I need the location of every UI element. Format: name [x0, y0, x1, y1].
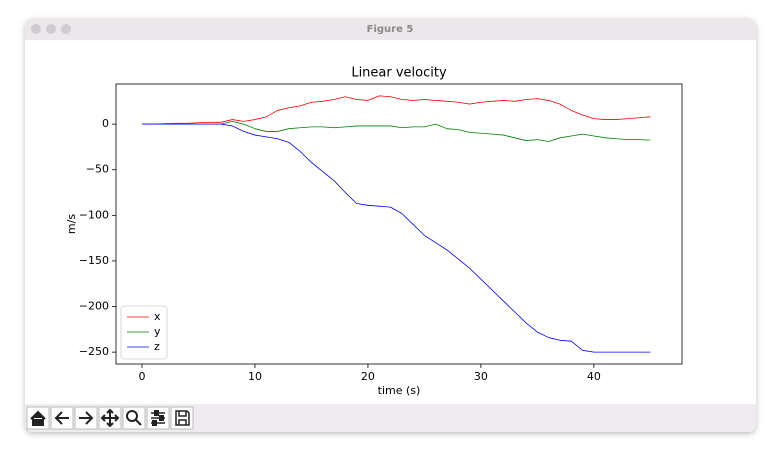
x-tick-label: 30: [474, 370, 488, 383]
line-series: [141, 95, 651, 125]
back-button[interactable]: [50, 406, 74, 430]
toolbar-buttons: [26, 406, 194, 430]
forward-button[interactable]: [74, 406, 98, 430]
title-bar: [25, 18, 756, 40]
y-tick-label: −150: [79, 254, 109, 267]
y-tick-label: −50: [86, 163, 109, 176]
home-button[interactable]: [26, 406, 50, 430]
line-series: [141, 123, 651, 353]
y-tick-label: −100: [79, 208, 109, 221]
plot-area: [116, 84, 682, 364]
y-tick-label: −250: [79, 345, 109, 358]
y-tick-label: 0: [102, 117, 109, 130]
toolbar: [25, 404, 756, 432]
x-tick-label: 0: [138, 370, 145, 383]
legend-label: y: [154, 325, 161, 338]
legend-box: [120, 305, 168, 360]
save-button[interactable]: [170, 406, 194, 430]
x-tick-label: 40: [587, 370, 601, 383]
close-button[interactable]: [31, 24, 41, 34]
zoom-tool-button[interactable]: [122, 406, 146, 430]
zoom-button[interactable]: [61, 24, 71, 34]
window-title: Figure 5: [367, 24, 414, 35]
y-tick-label: −200: [79, 300, 109, 313]
line-series: [141, 120, 651, 142]
x-axis-label: time (s): [378, 384, 421, 397]
configure-button[interactable]: [146, 406, 170, 430]
x-tick-label: 10: [248, 370, 262, 383]
y-axis-label: m/s: [65, 214, 78, 234]
legend-label: z: [154, 340, 160, 353]
pan-button[interactable]: [98, 406, 122, 430]
chart-title: Linear velocity: [351, 66, 447, 81]
legend-label: x: [154, 310, 161, 323]
x-tick-label: 20: [361, 370, 375, 383]
minimize-button[interactable]: [46, 24, 56, 34]
axes-frame: [115, 83, 683, 365]
